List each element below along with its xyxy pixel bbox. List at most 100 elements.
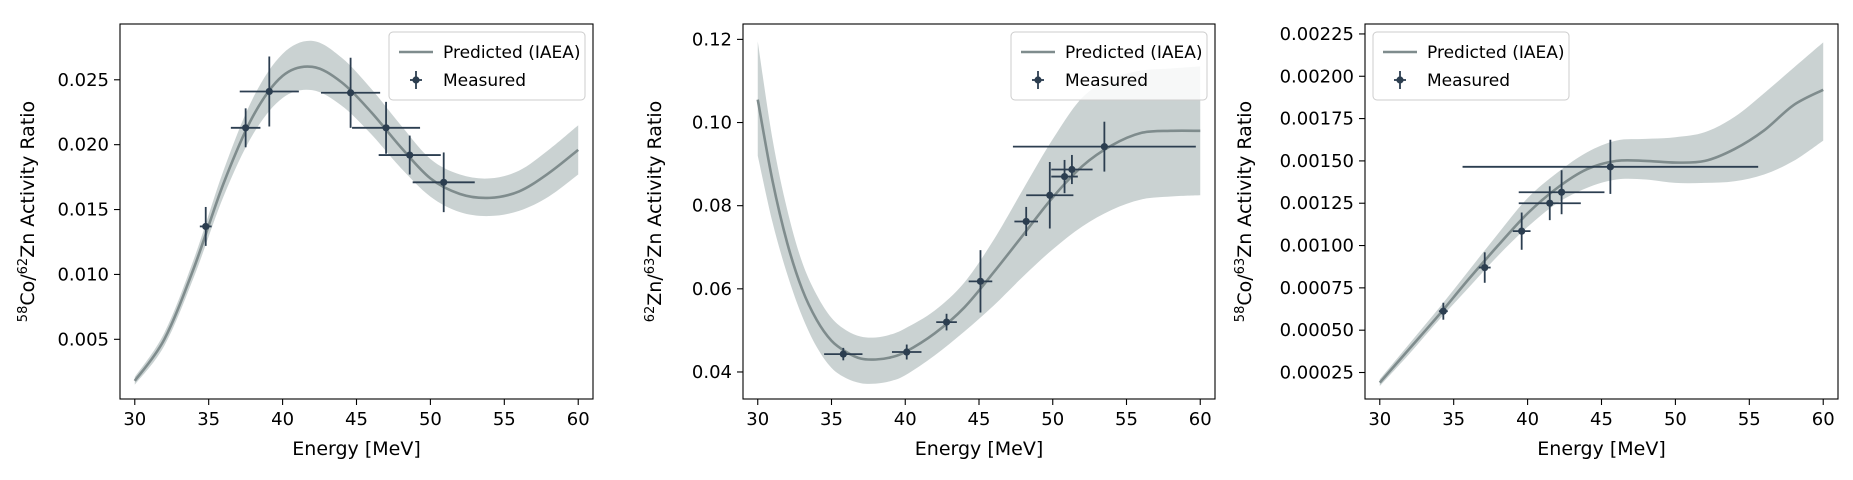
x-tick-label: 35 — [197, 409, 220, 430]
measured-point — [352, 101, 421, 154]
measured-point — [239, 56, 299, 127]
y-axis-label: 58Co/62Zn Activity Ratio — [16, 101, 39, 322]
x-tick-label: 60 — [567, 409, 590, 430]
measured-point — [824, 347, 863, 361]
y-tick-label: 0.10 — [692, 113, 732, 134]
measured-marker — [382, 124, 390, 132]
y-axis-label: 58Co/63Zn Activity Ratio — [1233, 101, 1256, 322]
measured-point — [1051, 154, 1093, 185]
measured-point — [1518, 170, 1605, 215]
measured-marker — [839, 350, 847, 358]
measured-marker — [1022, 217, 1030, 226]
x-tick-label: 60 — [1189, 409, 1212, 430]
x-tick-label: 30 — [123, 409, 146, 430]
y-tick-label: 0.025 — [57, 70, 109, 91]
y-tick-label: 0.00150 — [1280, 151, 1354, 172]
legend-box — [1010, 31, 1208, 101]
measured-marker — [346, 89, 355, 97]
legend: Predicted (IAEA) Measured — [388, 31, 586, 101]
measured-point — [968, 250, 993, 313]
measured-marker — [440, 178, 448, 186]
x-tick-label: 50 — [1041, 409, 1064, 430]
legend-label-predicted: Predicted (IAEA) — [1427, 43, 1565, 63]
y-tick-label: 0.020 — [57, 135, 109, 156]
plot-area — [133, 40, 580, 385]
legend-label-predicted: Predicted (IAEA) — [1065, 43, 1203, 63]
measured-point — [378, 135, 441, 175]
measured-marker — [1518, 227, 1526, 235]
measured-point — [1462, 139, 1759, 194]
legend-label-measured: Measured — [443, 71, 526, 91]
x-tick-label: 45 — [968, 409, 991, 430]
x-tick-label: 35 — [1442, 409, 1465, 430]
measured-marker — [1100, 143, 1108, 151]
measured-point — [230, 108, 261, 148]
y-tick-label: 0.00175 — [1280, 109, 1354, 130]
x-tick-label: 55 — [1115, 409, 1138, 430]
measured-marker — [1060, 172, 1069, 181]
y-tick-label: 0.06 — [692, 279, 732, 300]
subplot-1: 30 35 40 45 50 55 60 0.005 0.010 0.015 0.020 0.025 E… — [16, 23, 594, 460]
measured-point — [1438, 302, 1448, 320]
legend-box — [1372, 31, 1570, 101]
measured-marker — [406, 151, 414, 159]
measured-marker — [1481, 263, 1489, 272]
measured-point — [936, 313, 957, 331]
measured-marker — [242, 124, 250, 132]
measured-point — [1014, 206, 1038, 237]
measured-marker — [1557, 188, 1566, 196]
y-tick-label: 0.12 — [692, 29, 732, 50]
measured-marker — [903, 348, 911, 356]
legend-label-measured: Measured — [1065, 71, 1148, 91]
y-tick-label: 0.005 — [57, 329, 109, 350]
y-axis-label: 62Zn/63Zn Activity Ratio — [643, 101, 666, 323]
plot-area — [1378, 42, 1824, 387]
measured-point — [199, 206, 212, 246]
measured-marker — [1439, 307, 1447, 315]
x-axis-label: Energy [MeV] — [915, 438, 1043, 460]
measured-marker — [1068, 165, 1076, 174]
y-tick-label: 0.00050 — [1280, 320, 1354, 341]
measured-point — [1026, 162, 1074, 229]
measured-marker — [202, 222, 210, 231]
x-tick-label: 40 — [894, 409, 917, 430]
y-tick-label: 0.00200 — [1280, 66, 1354, 87]
x-tick-label: 50 — [1664, 409, 1687, 430]
legend: Predicted (IAEA) Measured — [1010, 31, 1208, 101]
x-tick-label: 55 — [493, 409, 516, 430]
measured-point — [1051, 159, 1078, 194]
legend-label-predicted: Predicted (IAEA) — [443, 43, 581, 63]
x-tick-label: 40 — [1516, 409, 1539, 430]
subplot-2: 30 35 40 45 50 55 60 0.04 0.06 0.08 0.10 0.12 Energy… — [643, 23, 1216, 460]
measured-marker — [265, 87, 273, 96]
prediction-band — [757, 41, 1201, 384]
legend-marker-swatch — [412, 76, 420, 84]
measured-point — [1012, 121, 1196, 172]
measured-point — [321, 57, 381, 128]
y-tick-label: 0.00125 — [1280, 193, 1354, 214]
measured-marker — [1606, 163, 1614, 171]
y-tick-label: 0.00100 — [1280, 236, 1354, 257]
y-tick-label: 0.00225 — [1280, 24, 1354, 45]
plot-area — [756, 41, 1201, 384]
y-tick-label: 0.00025 — [1280, 363, 1354, 384]
measured-point — [1478, 252, 1491, 283]
x-tick-label: 40 — [271, 409, 294, 430]
x-tick-label: 55 — [1738, 409, 1761, 430]
measured-marker — [942, 318, 951, 326]
x-axis-label: Energy [MeV] — [1537, 438, 1665, 460]
legend-marker-swatch — [1396, 76, 1404, 84]
x-tick-label: 30 — [1368, 409, 1391, 430]
x-tick-label: 45 — [345, 409, 368, 430]
y-tick-label: 0.015 — [57, 200, 109, 221]
x-tick-label: 50 — [419, 409, 442, 430]
predicted-line — [1378, 88, 1824, 384]
legend: Predicted (IAEA) Measured — [1372, 31, 1570, 101]
y-tick-label: 0.00075 — [1280, 278, 1354, 299]
measured-point — [891, 344, 922, 360]
subplot-3: 30 35 40 45 50 55 60 0.00025 0.00050 0.00075 0.001… — [1233, 23, 1839, 460]
x-tick-label: 30 — [746, 409, 769, 430]
predicted-line — [133, 65, 580, 382]
legend-marker-swatch — [1034, 76, 1042, 84]
